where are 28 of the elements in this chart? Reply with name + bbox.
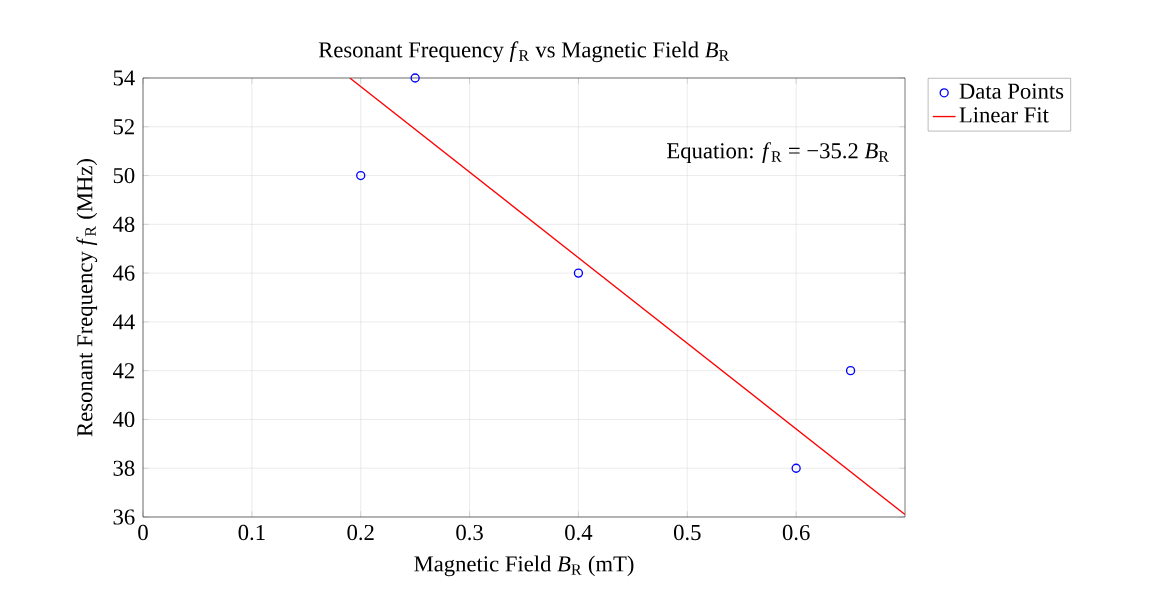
annotation: Equation: f$_{R}$ = −35.2 B$_{R}$: [667, 142, 889, 164]
x-axis-title: Magnetic Field B$_{R}$ (mT): [414, 555, 634, 577]
y-tick-label: 46: [112, 265, 135, 281]
x-tick-label: 0.1: [238, 524, 265, 541]
point: [845, 366, 856, 376]
y-tick-label: 38: [113, 460, 135, 476]
y-tick-label: 44: [112, 314, 135, 330]
x-tick-label: 0.3: [456, 524, 483, 541]
y-tick-label: 36: [113, 509, 135, 525]
x-tick-label: 0.2: [347, 524, 374, 541]
y-tick-label: 40: [112, 411, 135, 428]
y-tick-label: 52: [113, 119, 134, 135]
y-tick-label: 50: [113, 167, 135, 184]
point: [791, 463, 801, 473]
x-tick-label: 0.6: [782, 524, 810, 541]
y-tick-label: 48: [112, 216, 135, 232]
y-tick-label: 54: [113, 70, 135, 86]
legend-label: Linear Fit: [959, 107, 1049, 123]
point: [356, 170, 366, 181]
y-tick-label: 42: [112, 363, 134, 379]
x-tick-label: 0: [138, 524, 148, 541]
chart-title: Resonant Frequency f$_{R}$ vs Magnetic Field B$_{R}$: [318, 41, 730, 63]
point: [410, 73, 420, 83]
x-tick-label: 0.4: [565, 524, 593, 541]
y-axis-title: Resonant Frequency f$_{R}$ (MHz): [76, 159, 98, 437]
x-tick-label: 0.5: [673, 524, 701, 541]
point: [573, 268, 584, 278]
legend-label: Data Points: [959, 83, 1064, 99]
